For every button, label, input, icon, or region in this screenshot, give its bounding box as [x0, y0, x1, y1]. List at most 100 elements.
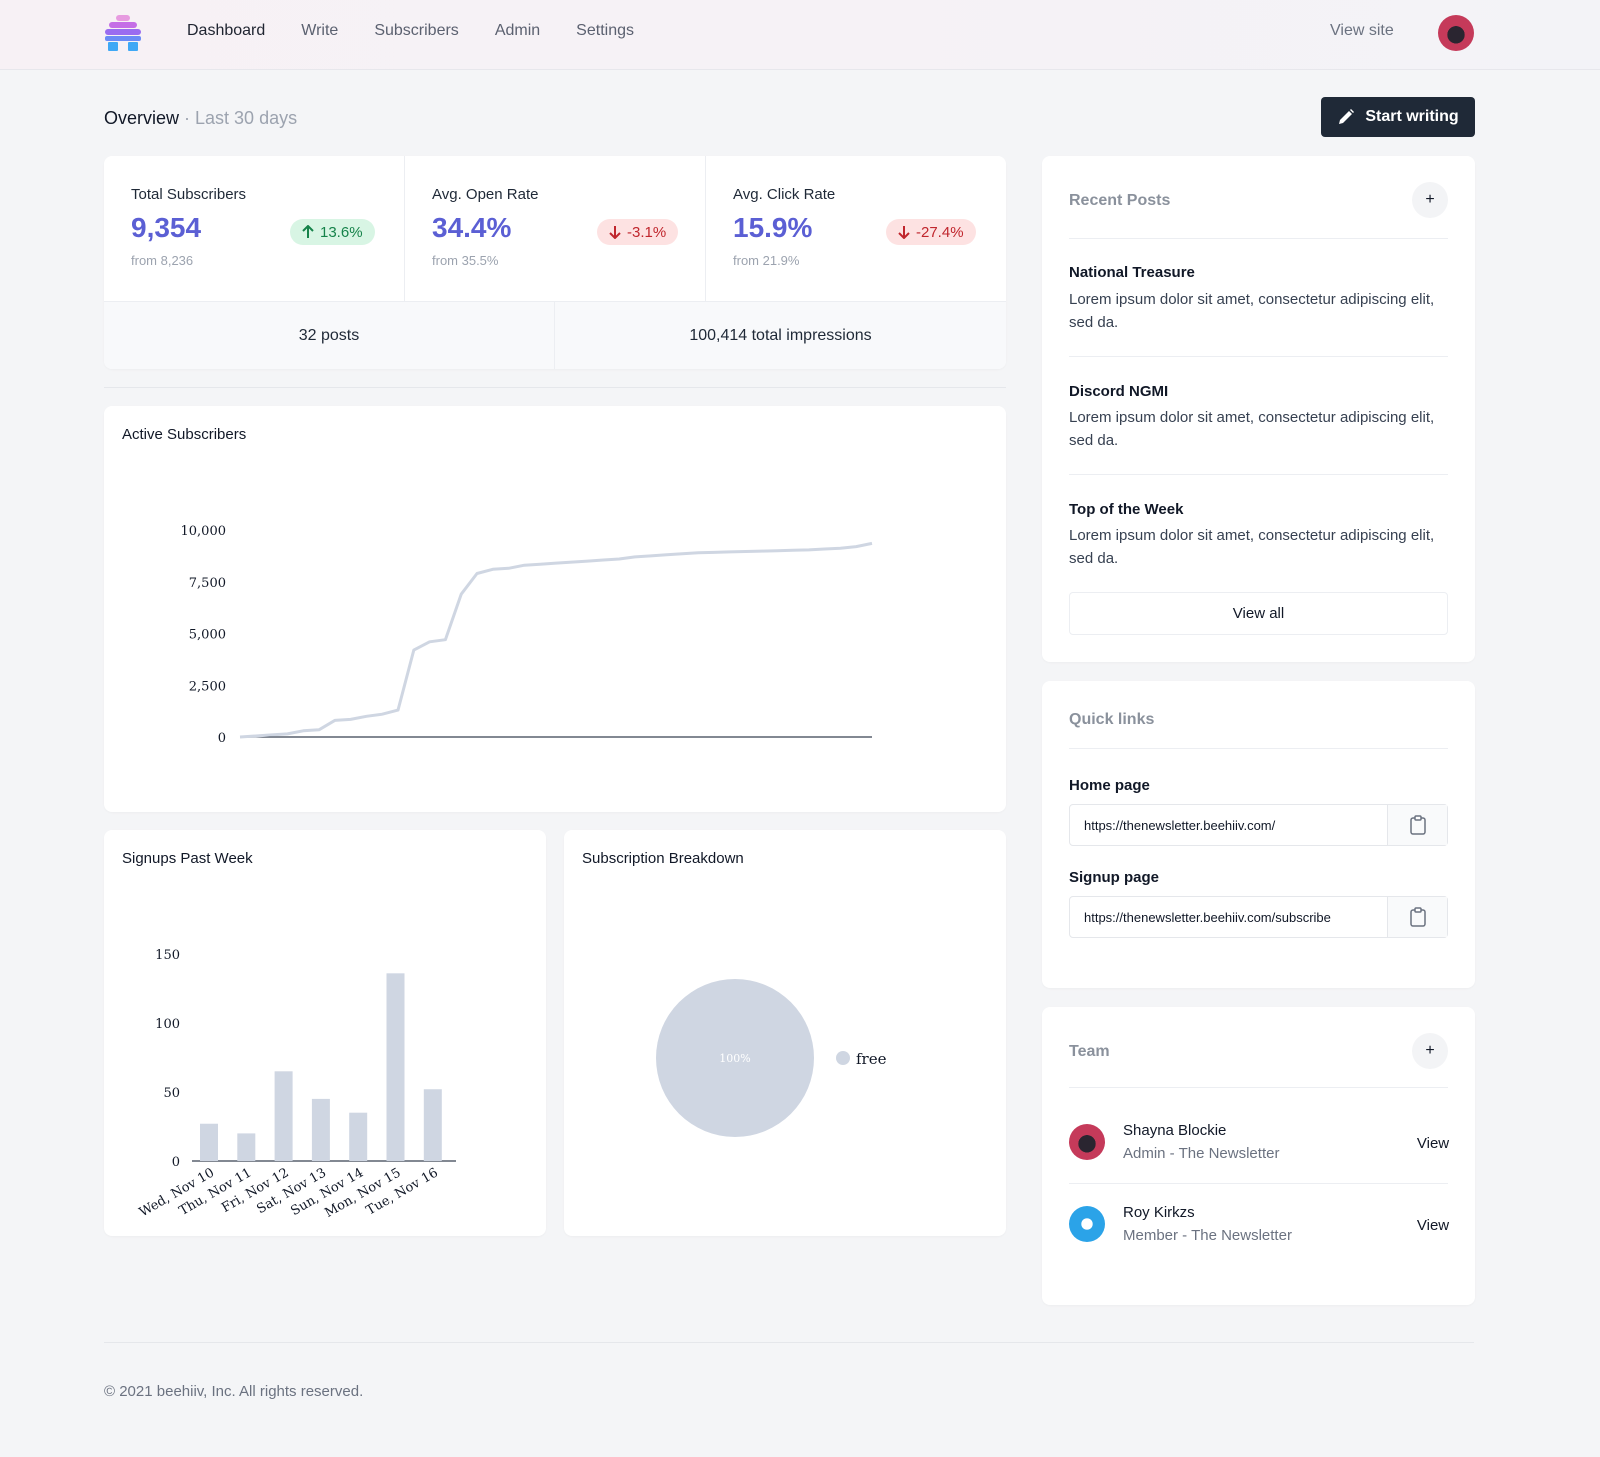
add-team-member-button[interactable]: +	[1412, 1033, 1448, 1069]
post-description: Lorem ipsum dolor sit amet, consectetur …	[1069, 409, 1435, 449]
clipboard-icon	[1409, 907, 1426, 927]
post-title[interactable]: Discord NGMI	[1069, 383, 1169, 400]
posts-count: 32 posts	[104, 302, 555, 369]
pie-slice-label: 100%	[719, 1052, 750, 1065]
member-name: Roy Kirkzs	[1123, 1204, 1195, 1221]
member-role: Member - The Newsletter	[1123, 1227, 1292, 1244]
chart-title: Active Subscribers	[122, 426, 247, 443]
post-title[interactable]: National Treasure	[1069, 264, 1195, 281]
bar	[423, 1089, 442, 1161]
beehiiv-logo-icon[interactable]	[104, 15, 142, 51]
arrow-down-icon	[898, 226, 910, 239]
quick-links-card: Quick links Home page https://thenewslet…	[1042, 681, 1475, 988]
team-card: Team + Shayna Blockie Admin - The Newsle…	[1042, 1007, 1475, 1305]
view-all-posts-button[interactable]: View all	[1069, 592, 1448, 635]
y-tick-label: 50	[163, 1086, 180, 1101]
total-impressions: 100,414 total impressions	[689, 327, 872, 344]
copy-signup-url-button[interactable]	[1387, 897, 1447, 937]
member-role: Admin - The Newsletter	[1123, 1145, 1280, 1162]
y-tick-label: 0	[218, 731, 226, 746]
stats-totals: 32 posts 100,414 total impressions	[104, 301, 1006, 369]
view-member-button[interactable]: View	[1416, 1216, 1450, 1234]
page-subtitle: · Last 30 days	[184, 108, 298, 128]
nav-write[interactable]: Write	[301, 22, 339, 39]
home-page-url-field[interactable]: https://thenewsletter.beehiiv.com/	[1069, 804, 1448, 846]
y-tick-label: 100	[155, 1017, 180, 1032]
signups-card: Signups Past Week 0 50 100 150 Wed, Nov 10 Th…	[104, 830, 546, 1236]
post-title[interactable]: Top of the Week	[1069, 501, 1184, 518]
y-tick-label: 0	[172, 1155, 180, 1170]
stat-total-subscribers: Total Subscribers 9,354 from 8,236 13.6%	[104, 156, 405, 301]
nav-dashboard[interactable]: Dashboard	[187, 22, 266, 39]
bar	[386, 973, 405, 1161]
divider	[1069, 474, 1448, 475]
add-post-button[interactable]: +	[1412, 182, 1448, 218]
stat-label: Total Subscribers	[131, 186, 247, 203]
bar	[274, 1071, 293, 1161]
section-divider	[104, 387, 1006, 388]
member-avatar	[1069, 1124, 1105, 1160]
arrow-down-icon	[609, 226, 621, 239]
chart-title: Subscription Breakdown	[582, 850, 744, 867]
stat-label: Avg. Open Rate	[432, 186, 539, 203]
start-writing-label: Start writing	[1365, 108, 1459, 125]
series-line	[239, 541, 873, 739]
stat-value: 34.4%	[432, 212, 512, 243]
change-value: -27.4%	[916, 223, 964, 241]
divider	[1069, 356, 1448, 357]
bar	[200, 1123, 218, 1161]
divider	[1069, 1087, 1448, 1088]
active-subscribers-chart: 0 2,500 5,000 7,500 10,000	[181, 524, 873, 746]
home-page-url: https://thenewsletter.beehiiv.com/	[1084, 818, 1276, 833]
stat-value: 9,354	[131, 212, 202, 243]
signup-page-url: https://thenewsletter.beehiiv.com/subscr…	[1084, 910, 1331, 925]
clipboard-icon	[1409, 815, 1426, 835]
post-description: Lorem ipsum dolor sit amet, consectetur …	[1069, 291, 1435, 331]
legend-label: free	[856, 1050, 887, 1068]
arrow-up-icon	[302, 225, 314, 238]
view-member-button[interactable]: View	[1416, 1134, 1450, 1152]
nav-settings[interactable]: Settings	[576, 22, 634, 39]
nav-links: Dashboard Write Subscribers Admin Settin…	[187, 22, 670, 40]
recent-posts-card: Recent Posts + National Treasure Lorem i…	[1042, 156, 1475, 662]
top-nav: Dashboard Write Subscribers Admin Settin…	[0, 0, 1600, 70]
footer-copyright: © 2021 beehiiv, Inc. All rights reserved…	[104, 1383, 364, 1400]
member-avatar	[1069, 1206, 1105, 1242]
view-site-link[interactable]: View site	[1330, 22, 1394, 39]
legend-marker	[836, 1051, 850, 1065]
nav-admin[interactable]: Admin	[494, 22, 541, 39]
quick-links-title: Quick links	[1069, 711, 1155, 728]
team-title: Team	[1069, 1043, 1110, 1060]
copy-home-url-button[interactable]	[1387, 805, 1447, 845]
signup-page-url-field[interactable]: https://thenewsletter.beehiiv.com/subscr…	[1069, 896, 1448, 938]
bar	[311, 1098, 330, 1161]
change-value: -3.1%	[627, 223, 667, 241]
chart-title: Signups Past Week	[122, 850, 253, 867]
change-badge: -3.1%	[597, 219, 679, 245]
start-writing-button[interactable]: Start writing	[1321, 97, 1475, 137]
active-subscribers-card: Active Subscribers 0 2,500 5,000 7,500 10,00…	[104, 406, 1006, 812]
member-name: Shayna Blockie	[1123, 1122, 1227, 1139]
y-tick-label: 7,500	[189, 576, 226, 591]
y-tick-label: 5,000	[189, 628, 226, 643]
stat-value: 15.9%	[733, 212, 813, 243]
divider	[1069, 238, 1448, 239]
subscription-breakdown-card: Subscription Breakdown 100% free	[564, 830, 1006, 1236]
stat-label: Avg. Click Rate	[733, 186, 836, 203]
bar	[237, 1133, 256, 1161]
home-page-label: Home page	[1069, 777, 1150, 794]
nav-subscribers[interactable]: Subscribers	[374, 22, 459, 39]
pie-slice	[656, 979, 814, 1137]
stat-from: from 8,236	[131, 253, 194, 268]
divider	[1069, 748, 1448, 749]
change-badge: -27.4%	[886, 219, 976, 245]
stat-open-rate: Avg. Open Rate 34.4% from 35.5% -3.1%	[405, 156, 706, 301]
post-description: Lorem ipsum dolor sit amet, consectetur …	[1069, 527, 1435, 567]
user-avatar[interactable]	[1438, 15, 1474, 51]
y-tick-label: 10,000	[181, 524, 227, 539]
page-title: Overview · Last 30 days	[104, 108, 297, 129]
stat-from: from 21.9%	[733, 253, 800, 268]
page-title-text: Overview	[104, 108, 180, 128]
stat-click-rate: Avg. Click Rate 15.9% from 21.9% -27.4%	[706, 156, 1006, 301]
footer-divider	[104, 1342, 1474, 1343]
